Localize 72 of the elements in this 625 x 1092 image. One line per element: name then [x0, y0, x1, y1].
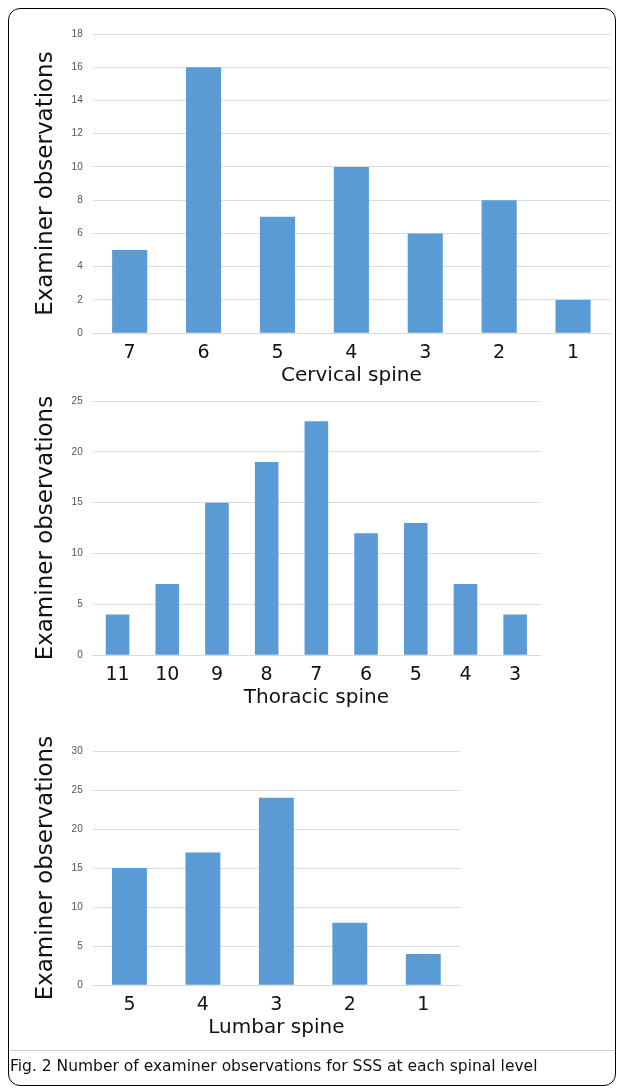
y-axis-title: Examiner observations — [30, 735, 57, 1001]
x-tick-label: 5 — [271, 339, 284, 362]
x-tick-label: 2 — [343, 991, 356, 1014]
y-tick-label: 18 — [71, 27, 84, 39]
y-tick-label: 6 — [77, 227, 84, 239]
x-tick-label: 1 — [567, 339, 580, 362]
y-tick-label: 0 — [77, 648, 84, 660]
x-tick-label: 2 — [493, 339, 506, 362]
caption: Fig. 2 Number of examiner observations for SSS at each spinal level — [10, 1050, 615, 1075]
x-tick-label: 3 — [270, 991, 283, 1014]
y-tick-label: 25 — [71, 783, 84, 795]
x-tick-label: 7 — [123, 339, 136, 362]
bar — [259, 216, 296, 333]
y-tick-label: 5 — [77, 598, 84, 610]
x-tick-label: 8 — [260, 661, 273, 684]
x-tick-label: 7 — [310, 661, 323, 684]
bar — [503, 614, 527, 655]
bar — [304, 421, 329, 655]
y-tick-label: 4 — [77, 260, 84, 272]
bar — [555, 299, 591, 333]
bar — [354, 533, 378, 655]
bar — [112, 868, 147, 985]
y-axis-title: Examiner observations — [30, 51, 57, 316]
bar — [155, 584, 180, 655]
y-tick-label: 5 — [77, 939, 84, 951]
y-tick-label: 14 — [71, 94, 84, 106]
x-axis-title: Lumbar spine — [208, 1014, 345, 1039]
x-tick-label: 4 — [459, 661, 472, 684]
y-axis-title: Examiner observations — [30, 395, 57, 661]
y-tick-label: 30 — [71, 744, 84, 756]
y-tick-label: 10 — [71, 547, 84, 559]
x-tick-label: 5 — [409, 661, 422, 684]
bar — [258, 797, 294, 985]
bar — [186, 67, 222, 333]
y-tick-label: 16 — [71, 60, 84, 72]
bar — [185, 852, 221, 985]
bar — [407, 233, 443, 333]
bar — [333, 166, 369, 333]
x-tick-label: 1 — [417, 991, 430, 1014]
x-axis-title: Thoracic spine — [242, 684, 389, 709]
x-tick-label: 9 — [210, 661, 224, 684]
x-tick-label: 3 — [509, 661, 522, 684]
bar — [453, 584, 478, 655]
x-axis-title: Cervical spine — [281, 362, 422, 387]
x-tick-label: 6 — [197, 339, 210, 362]
bar — [403, 523, 428, 655]
y-tick-label: 20 — [71, 445, 84, 457]
x-tick-label: 10 — [155, 661, 180, 684]
y-tick-label: 15 — [71, 496, 84, 508]
bar — [254, 462, 279, 655]
bar — [105, 614, 130, 655]
y-tick-label: 2 — [77, 293, 84, 305]
bar — [112, 250, 148, 333]
bar — [405, 953, 441, 985]
y-tick-label: 0 — [77, 978, 84, 990]
x-tick-label: 3 — [419, 339, 432, 362]
y-tick-label: 0 — [77, 326, 84, 338]
y-tick-label: 10 — [71, 900, 84, 912]
y-tick-label: 12 — [71, 127, 84, 139]
x-tick-label: 4 — [345, 339, 358, 362]
y-tick-label: 8 — [77, 193, 84, 205]
y-tick-label: 10 — [71, 160, 84, 172]
bar — [332, 922, 368, 985]
x-tick-label: 5 — [123, 991, 136, 1014]
x-tick-label: 6 — [360, 661, 373, 684]
y-tick-label: 20 — [71, 822, 84, 834]
bar — [205, 502, 229, 655]
bar — [481, 200, 517, 333]
x-tick-label: 4 — [196, 991, 209, 1014]
y-tick-label: 25 — [71, 394, 84, 406]
x-tick-label: 11 — [105, 661, 130, 684]
y-tick-label: 15 — [71, 861, 84, 873]
